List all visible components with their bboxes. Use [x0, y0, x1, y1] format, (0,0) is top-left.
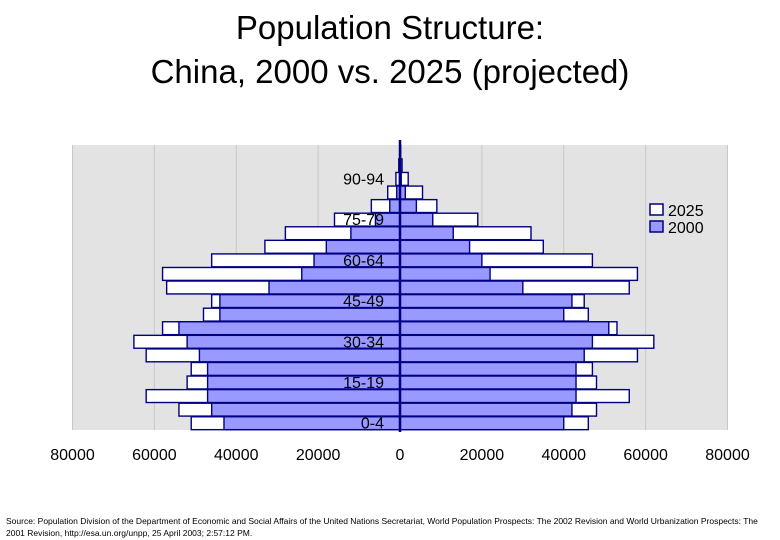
x-tick-label: 0 [396, 447, 405, 464]
source-note: Source: Population Division of the Depar… [6, 516, 758, 538]
bar-2000-60-64-right [399, 253, 483, 268]
legend-swatch-2000 [649, 220, 664, 233]
category-label: 30-34 [343, 334, 384, 351]
bar-2000-40-44-right [399, 307, 565, 322]
legend-label-2000: 2000 [668, 220, 704, 237]
bar-2000-0-4-right [399, 416, 565, 431]
chart-title-line-1: Population Structure: [235, 9, 545, 46]
bar-2000-80-84-right [399, 198, 418, 214]
bar-2000-65-69-right [399, 239, 471, 254]
bar-2000-35-39-right [399, 321, 610, 336]
bar-2000-5-9-right [399, 402, 573, 417]
x-tick-label: 40000 [542, 447, 587, 464]
bar-2000-30-34-right [399, 334, 594, 349]
category-label: 0-4 [361, 416, 384, 433]
bar-2000-80-84-left [389, 198, 401, 214]
bar-2000-15-19-right [399, 375, 577, 390]
x-tick-label: 60000 [623, 447, 668, 464]
bar-2000-45-49-right [399, 293, 573, 309]
x-tick-label: 20000 [460, 447, 505, 464]
bar-2000-25-29-right [399, 348, 585, 363]
bar-2000-55-59-right [399, 266, 491, 282]
bar-2000-75-79-right [399, 212, 434, 227]
category-label: 45-49 [343, 294, 384, 311]
category-label: 15-19 [343, 375, 384, 392]
category-label: 75-79 [343, 212, 384, 229]
bar-2000-20-24-left [206, 361, 401, 377]
bar-2000-10-14-right [399, 388, 577, 404]
bar-2000-50-54-left [268, 280, 401, 295]
chart-title: Population Structure: China, 2000 vs. 20… [0, 6, 780, 94]
x-tick-label: 20000 [296, 447, 341, 464]
chart-title-line-2: China, 2000 vs. 2025 (projected) [150, 53, 630, 90]
x-tick-label: 80000 [50, 447, 95, 464]
legend-label-2025: 2025 [668, 203, 704, 220]
x-tick-label: 40000 [214, 447, 259, 464]
x-tick-label: 60000 [132, 447, 177, 464]
bar-2000-50-54-right [399, 280, 524, 295]
bar-2000-65-69-left [325, 239, 401, 254]
bar-2000-35-39-left [178, 321, 401, 336]
bar-2000-70-74-right [399, 226, 454, 241]
x-tick-label: 80000 [705, 447, 750, 464]
bar-2000-20-24-right [399, 361, 577, 377]
category-label: 60-64 [343, 253, 384, 270]
bar-2000-5-9-left [210, 402, 401, 417]
category-label: 90-94 [343, 171, 384, 188]
legend-swatch-2025 [649, 203, 664, 216]
